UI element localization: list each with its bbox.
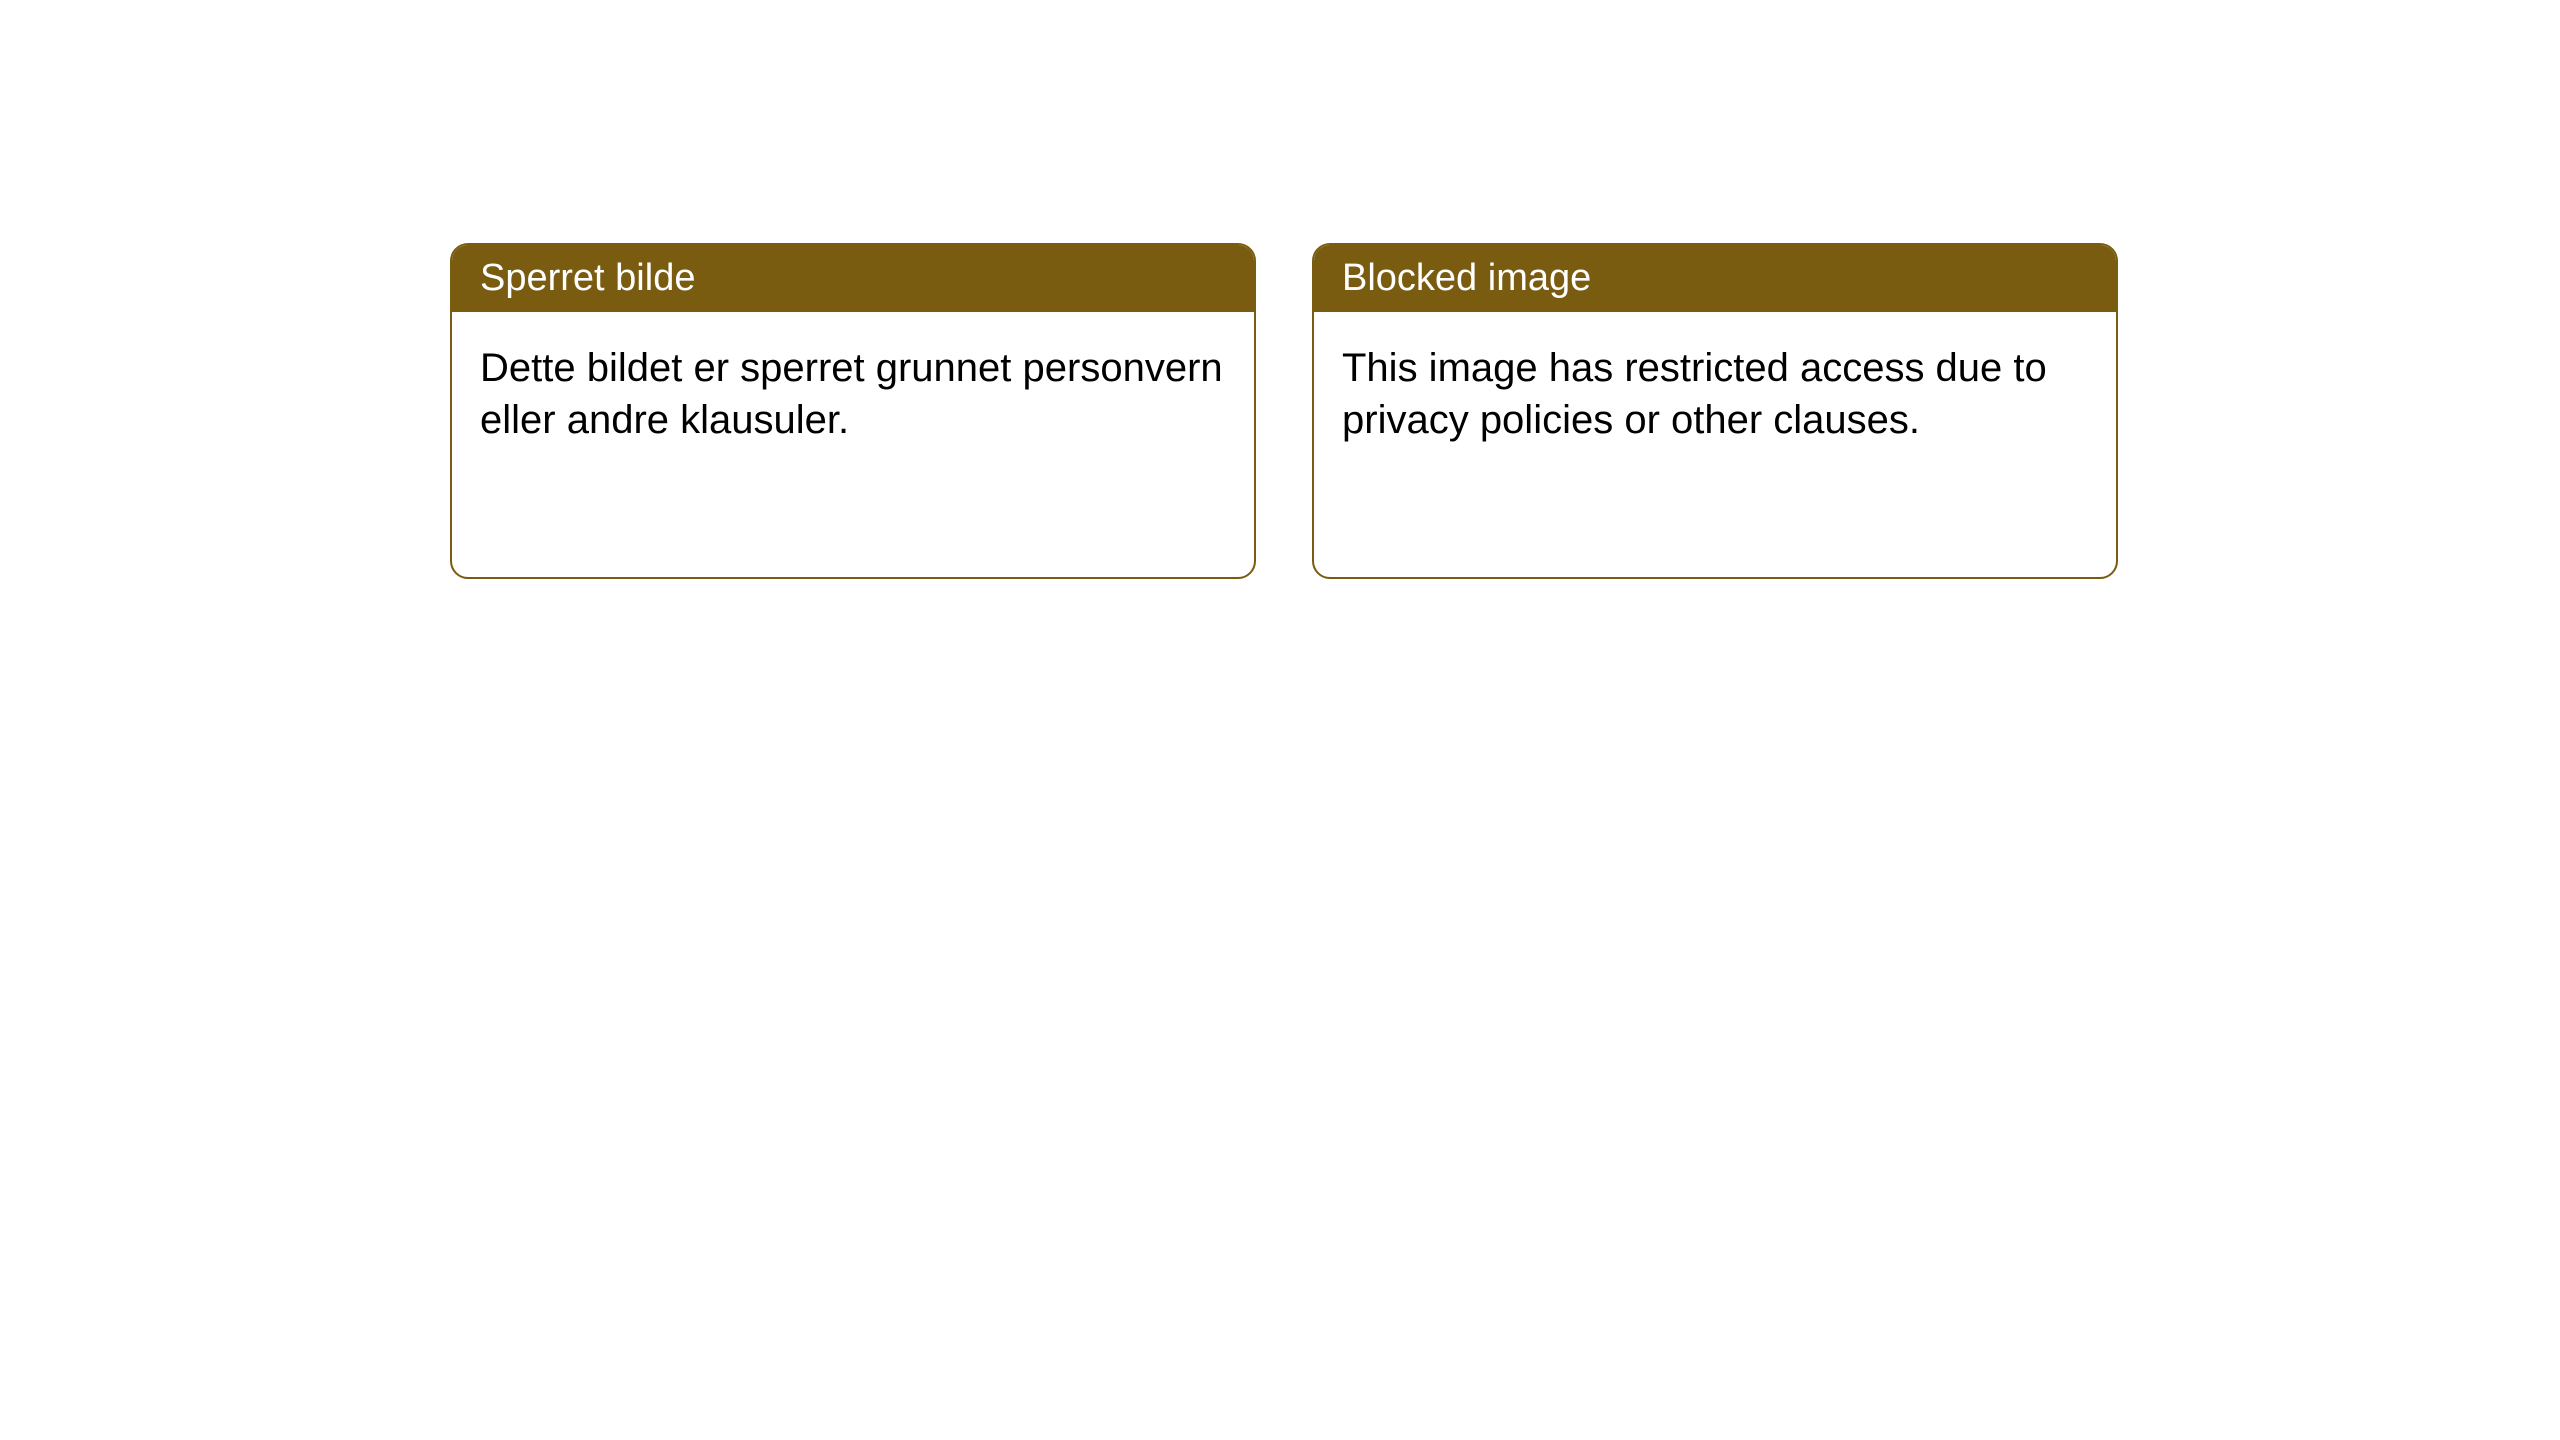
notice-body-text: This image has restricted access due to … [1342, 346, 2047, 442]
notice-body: This image has restricted access due to … [1314, 312, 2116, 476]
notice-card-norwegian: Sperret bilde Dette bildet er sperret gr… [450, 243, 1256, 579]
notice-body-text: Dette bildet er sperret grunnet personve… [480, 346, 1223, 442]
notice-header: Sperret bilde [452, 245, 1254, 312]
notice-container: Sperret bilde Dette bildet er sperret gr… [450, 243, 2118, 579]
notice-title: Sperret bilde [480, 257, 695, 299]
notice-title: Blocked image [1342, 257, 1591, 299]
notice-card-english: Blocked image This image has restricted … [1312, 243, 2118, 579]
notice-body: Dette bildet er sperret grunnet personve… [452, 312, 1254, 476]
notice-header: Blocked image [1314, 245, 2116, 312]
